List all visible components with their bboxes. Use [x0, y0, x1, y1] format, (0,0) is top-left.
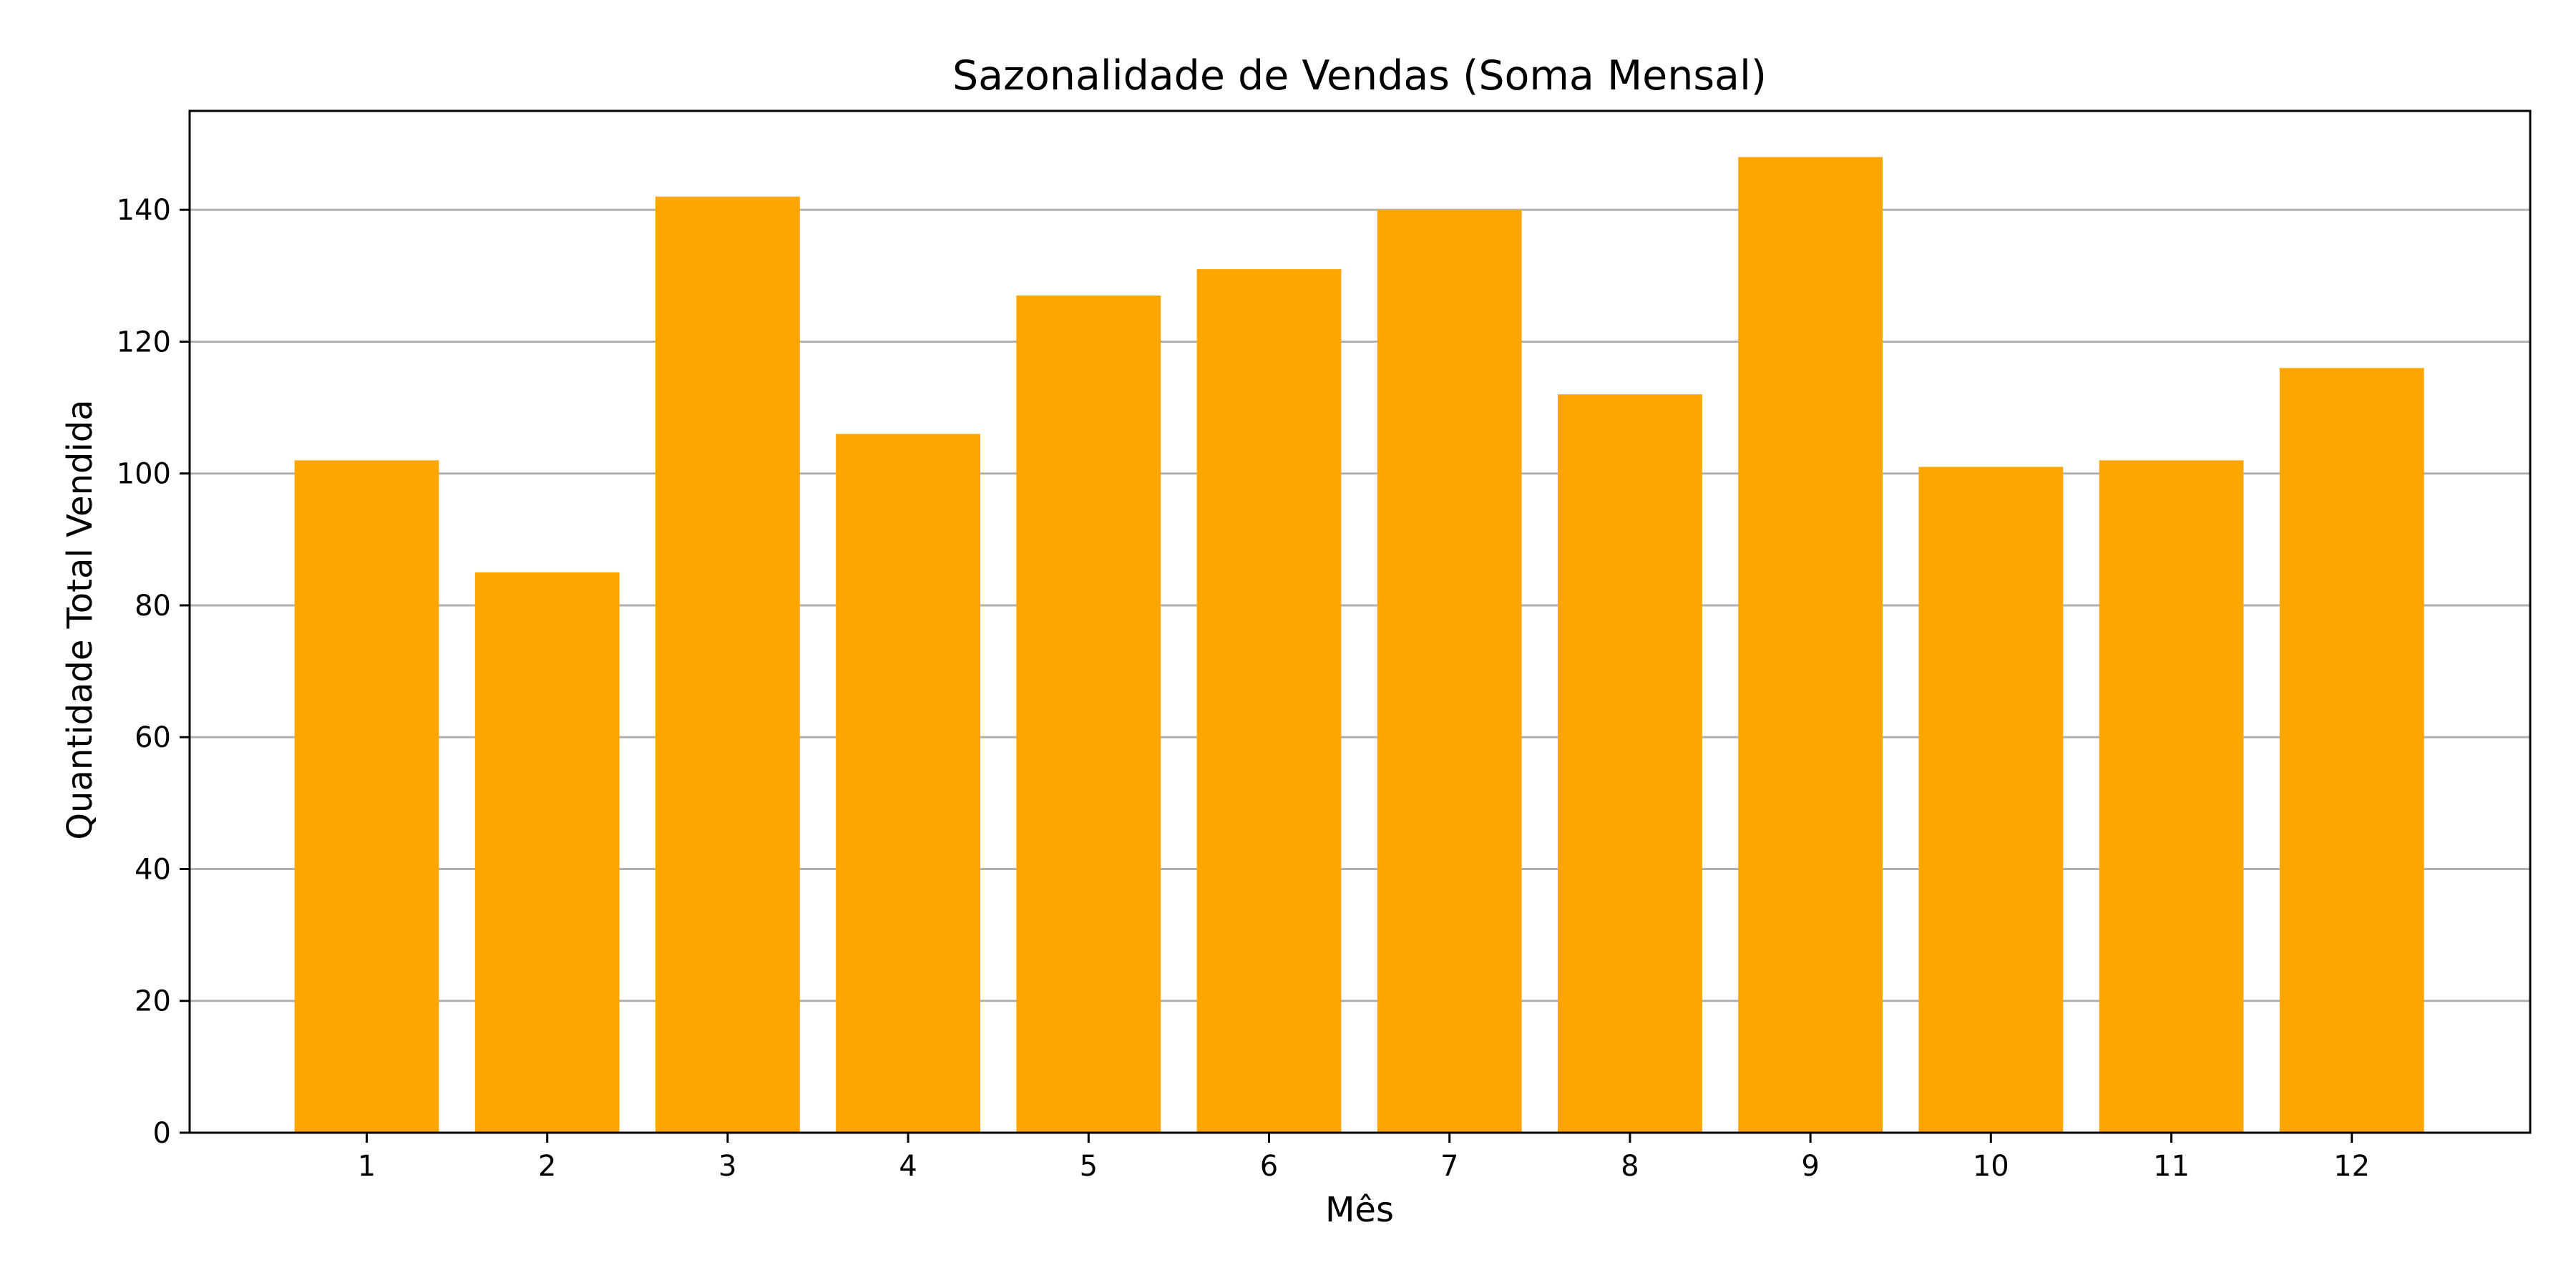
bar-month-5: [1016, 295, 1161, 1133]
chart-title: Sazonalidade de Vendas (Soma Mensal): [952, 52, 1767, 99]
plot-frame: [188, 109, 2532, 1134]
bar-month-11: [2099, 460, 2244, 1133]
y-tick-label: 120: [117, 326, 171, 358]
bars: [294, 157, 2424, 1133]
y-tick-label: 140: [117, 194, 171, 227]
y-tick-label: 80: [135, 590, 171, 623]
x-tick-label: 1: [358, 1150, 376, 1183]
bar-month-6: [1196, 269, 1342, 1133]
bar-month-4: [836, 434, 980, 1133]
bar-month-1: [294, 460, 439, 1133]
x-tick-label: 3: [718, 1150, 736, 1183]
y-tick-label: 40: [135, 853, 171, 886]
x-tick-label: 12: [2333, 1150, 2370, 1183]
x-tick-label: 10: [1973, 1150, 2009, 1183]
x-tick-label: 4: [899, 1150, 917, 1183]
bar-month-10: [1918, 467, 2064, 1133]
y-tick-label: 0: [153, 1117, 171, 1150]
y-axis-title: Quantidade Total Vendida: [60, 399, 100, 839]
bar-month-3: [655, 196, 800, 1133]
y-tick-label: 60: [135, 721, 171, 754]
bar-month-9: [1738, 157, 1883, 1133]
x-tick-label: 11: [2153, 1150, 2190, 1183]
bar-month-7: [1377, 210, 1522, 1133]
y-tick-label: 20: [135, 985, 171, 1018]
y-tick-label: 100: [117, 458, 171, 491]
bar-month-2: [474, 572, 620, 1133]
x-tick-label: 7: [1440, 1150, 1458, 1183]
x-tick-label: 6: [1260, 1150, 1278, 1183]
x-tick-label: 5: [1080, 1150, 1098, 1183]
x-tick-label: 8: [1621, 1150, 1639, 1183]
x-axis-title: Mês: [1325, 1190, 1394, 1230]
bar-month-8: [1558, 394, 1702, 1133]
x-tick-label: 9: [1801, 1150, 1819, 1183]
bar-month-12: [2279, 368, 2424, 1133]
x-tick-label: 2: [538, 1150, 556, 1183]
